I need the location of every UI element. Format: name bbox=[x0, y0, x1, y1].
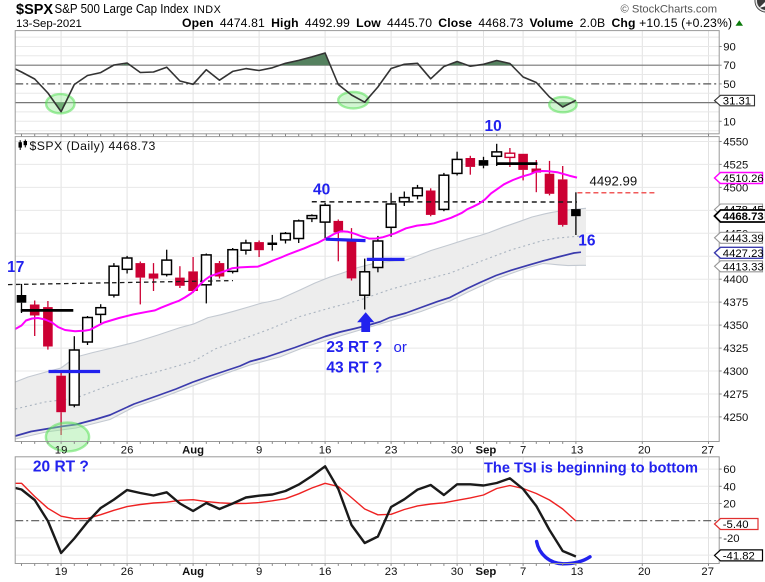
svg-text:20: 20 bbox=[723, 499, 736, 511]
svg-text:Aug: Aug bbox=[182, 566, 204, 578]
svg-text:The TSI is beginning to bottom: The TSI is beginning to bottom bbox=[484, 460, 698, 476]
svg-text:Open 4474.81 High 4492.99: Open 4474.81 High 4492.99 Low 4445.70 Cl… bbox=[182, 16, 732, 30]
svg-text:16: 16 bbox=[319, 444, 332, 456]
svg-text:S&P 500 Large Cap Index: S&P 500 Large Cap Index bbox=[55, 2, 190, 16]
svg-text:43 RT ?: 43 RT ? bbox=[326, 360, 382, 377]
svg-text:17: 17 bbox=[7, 259, 24, 276]
svg-text:20 RT ?: 20 RT ? bbox=[33, 459, 89, 476]
svg-text:4468.73: 4468.73 bbox=[723, 211, 764, 223]
svg-text:Aug: Aug bbox=[182, 444, 204, 456]
svg-text:4300: 4300 bbox=[723, 366, 748, 378]
svg-text:4443.39: 4443.39 bbox=[723, 233, 764, 245]
svg-text:23 RT ?: 23 RT ? bbox=[326, 339, 382, 356]
svg-text:30: 30 bbox=[451, 566, 464, 578]
svg-text:4413.33: 4413.33 bbox=[723, 261, 764, 273]
svg-text:$SPX (Daily) 4468.73: $SPX (Daily) 4468.73 bbox=[30, 139, 156, 153]
svg-text:19: 19 bbox=[55, 444, 68, 456]
svg-text:16: 16 bbox=[319, 566, 332, 578]
svg-text:4492.99: 4492.99 bbox=[590, 173, 638, 188]
svg-text:INDX: INDX bbox=[194, 4, 222, 16]
svg-text:10: 10 bbox=[485, 118, 502, 135]
svg-text:40: 40 bbox=[723, 481, 736, 493]
svg-text:13: 13 bbox=[571, 444, 584, 456]
svg-text:30: 30 bbox=[451, 444, 464, 456]
svg-text:31.31: 31.31 bbox=[723, 96, 751, 108]
svg-text:9: 9 bbox=[256, 444, 262, 456]
svg-text:20: 20 bbox=[638, 444, 651, 456]
svg-text:or: or bbox=[394, 339, 407, 356]
svg-text:26: 26 bbox=[121, 444, 134, 456]
svg-text:4550: 4550 bbox=[723, 137, 748, 149]
svg-text:$SPX: $SPX bbox=[16, 2, 53, 18]
svg-text:4525: 4525 bbox=[723, 159, 748, 171]
svg-text:4510.26: 4510.26 bbox=[723, 173, 764, 185]
svg-text:Sep: Sep bbox=[476, 444, 497, 456]
svg-text:40: 40 bbox=[313, 182, 330, 199]
svg-text:90: 90 bbox=[723, 42, 736, 54]
svg-text:26: 26 bbox=[121, 566, 134, 578]
svg-text:-41.82: -41.82 bbox=[723, 550, 755, 562]
svg-text:4400: 4400 bbox=[723, 274, 748, 286]
svg-text:13-Sep-2021: 13-Sep-2021 bbox=[16, 18, 82, 30]
svg-text:27: 27 bbox=[701, 566, 714, 578]
svg-text:-20: -20 bbox=[723, 533, 739, 545]
svg-text:19: 19 bbox=[55, 566, 68, 578]
svg-text:50: 50 bbox=[723, 79, 736, 91]
svg-text:27: 27 bbox=[701, 444, 714, 456]
svg-text:10: 10 bbox=[723, 116, 736, 128]
svg-text:4325: 4325 bbox=[723, 343, 748, 355]
svg-text:7: 7 bbox=[520, 444, 526, 456]
svg-text:4500: 4500 bbox=[723, 182, 748, 194]
svg-text:23: 23 bbox=[385, 444, 398, 456]
svg-text:Sep: Sep bbox=[476, 566, 497, 578]
svg-text:4375: 4375 bbox=[723, 297, 748, 309]
svg-text:60: 60 bbox=[723, 464, 736, 476]
svg-text:23: 23 bbox=[385, 566, 398, 578]
svg-text:4350: 4350 bbox=[723, 320, 748, 332]
svg-text:9: 9 bbox=[256, 566, 262, 578]
svg-text:-5.40: -5.40 bbox=[723, 519, 749, 531]
svg-text:4275: 4275 bbox=[723, 389, 748, 401]
svg-text:© StockCharts.com: © StockCharts.com bbox=[621, 3, 718, 15]
svg-text:4250: 4250 bbox=[723, 412, 748, 424]
svg-text:7: 7 bbox=[520, 566, 526, 578]
svg-text:13: 13 bbox=[571, 566, 584, 578]
svg-text:16: 16 bbox=[578, 232, 596, 249]
svg-text:4427.23: 4427.23 bbox=[723, 248, 764, 260]
svg-text:20: 20 bbox=[638, 566, 651, 578]
svg-text:70: 70 bbox=[723, 60, 736, 72]
